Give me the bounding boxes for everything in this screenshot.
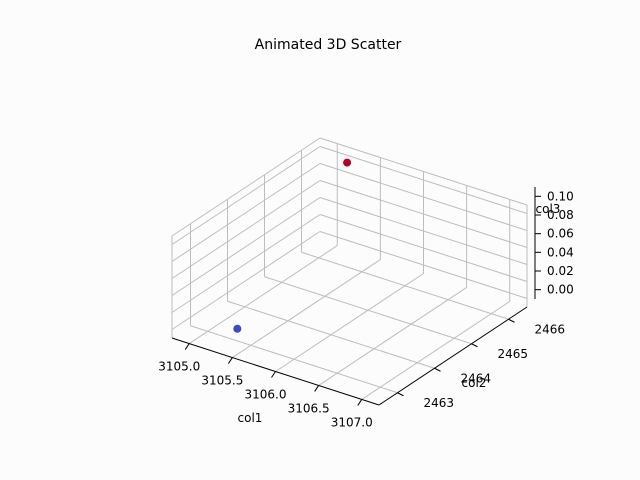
scatter-point (343, 158, 352, 167)
gridlines (171, 137, 528, 400)
y-axis-label: col2 (462, 376, 487, 390)
pane-edge (171, 137, 321, 237)
leftwall-gridline-z (171, 197, 321, 296)
x-tick-mark (314, 385, 320, 392)
scatter-point (233, 324, 242, 333)
leftwall-gridline-z (171, 214, 321, 313)
backwall-gridline-z (319, 231, 528, 299)
x-tick-mark (357, 399, 363, 406)
z-tick-label: 0.00 (547, 283, 574, 297)
y-tick-label: 2463 (424, 396, 455, 410)
x-tick-label: 3107.0 (331, 415, 373, 429)
x-tick-mark (184, 343, 190, 350)
floor-gridline-x (232, 259, 381, 358)
floor-gridline-y (264, 276, 472, 345)
z-tick-label: 0.10 (547, 189, 574, 203)
backwall-gridline-z (319, 197, 528, 265)
backwall-gridline-z (319, 180, 528, 248)
floor-gridline-x (318, 287, 467, 386)
y-tick-label: 2464 (461, 371, 492, 385)
chart-title: Animated 3D Scatter (255, 37, 402, 53)
leftwall-gridline-z (171, 231, 321, 330)
floor-gridline-y (227, 300, 435, 369)
y-tick-mark (397, 392, 404, 397)
backwall-gridline-z (319, 146, 528, 214)
floor-gridline-x (361, 300, 511, 400)
y-tick-mark (471, 343, 478, 348)
z-tick-label: 0.04 (547, 245, 574, 259)
y-tick-label: 2466 (535, 322, 566, 336)
leftwall-gridline-z (171, 163, 321, 262)
y-tick-mark (508, 318, 515, 323)
z-tick-label: 0.08 (547, 208, 574, 222)
axis-lines (171, 187, 541, 406)
floor-gridline-y (301, 251, 509, 320)
z-axis-label: col3 (536, 202, 561, 216)
x-tick-label: 3106.5 (288, 401, 330, 415)
x-tick-mark (271, 371, 276, 378)
x-tick-label: 3105.0 (158, 360, 200, 374)
floor-gridline-y (190, 325, 398, 394)
z-tick-label: 0.06 (547, 227, 574, 241)
floor-gridline-x (188, 245, 338, 345)
backwall-gridline-z (319, 214, 528, 282)
x-tick-label: 3105.5 (201, 374, 243, 388)
x-axis-label: col1 (238, 411, 263, 425)
leftwall-gridline-z (171, 146, 321, 245)
x-tick-mark (227, 357, 233, 364)
y-tick-label: 2465 (498, 347, 529, 361)
x-tick-label: 3106.0 (245, 388, 287, 402)
z-tick-label: 0.02 (547, 264, 574, 278)
backwall-gridline-z (319, 163, 528, 231)
data-points (233, 158, 352, 333)
axis-labels: col1 col2 col3 (238, 202, 561, 425)
pane-edge (319, 137, 528, 206)
floor-gridline-x (275, 273, 424, 372)
y-tick-mark (434, 367, 441, 372)
leftwall-gridline-z (171, 180, 321, 279)
y-axis-line (378, 306, 528, 406)
